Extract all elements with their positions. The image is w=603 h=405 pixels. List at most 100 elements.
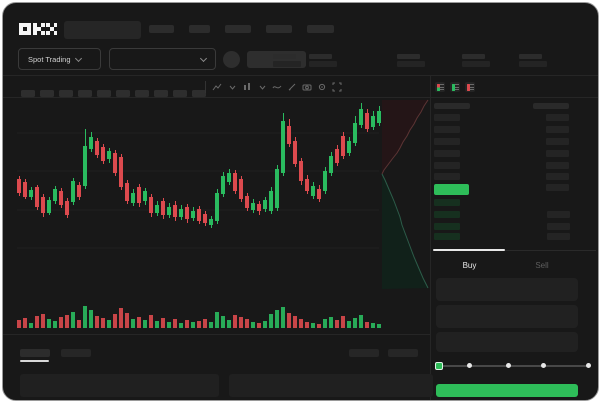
depth-asks-line [381,99,429,175]
bottom-tab-orders[interactable] [20,349,50,357]
amount-slider-track[interactable] [439,365,588,367]
pair-selector-dropdown[interactable] [109,48,216,70]
bid-price-placeholder[interactable] [434,211,460,218]
ask-price-placeholder[interactable] [434,138,460,145]
ask-price-placeholder[interactable] [434,162,460,169]
fullscreen-icon[interactable] [331,81,342,92]
nav-item[interactable] [149,25,174,33]
search-input[interactable] [64,21,141,39]
nav-item[interactable] [307,25,334,33]
ask-price-placeholder[interactable] [434,173,460,180]
volume-bar [203,319,207,328]
stat-value-placeholder [519,61,547,67]
book-bids-icon[interactable] [450,82,460,92]
volume-bar [221,316,225,328]
volume-bar [53,321,57,328]
candle-body [167,207,171,215]
okx-logo[interactable] [19,23,57,36]
order-input-field[interactable] [436,332,578,352]
timeframe-button[interactable] [21,90,35,97]
nav-item[interactable] [189,25,210,33]
order-input-field[interactable] [436,278,578,301]
slider-stop[interactable] [467,363,472,368]
tab-sell[interactable]: Sell [506,255,578,273]
chevron-down-icon[interactable] [256,81,267,92]
ticker-stat [519,54,547,67]
volume-bar [65,315,69,328]
candle-body [143,191,147,201]
orderbook-col-header-amount [533,103,569,109]
volume-bar [341,316,345,328]
nav-item[interactable] [225,25,251,33]
bid-amount-placeholder [547,223,570,230]
settings-icon[interactable] [316,81,327,92]
bottom-panel-placeholder [20,374,219,397]
market-type-selector[interactable]: Spot Trading [18,48,101,70]
submit-order-button[interactable] [436,384,578,397]
candle-body [293,141,297,164]
bottom-right-link-1[interactable] [349,349,379,357]
bottom-tab-active-underline [20,360,49,362]
chevron-down-icon[interactable] [226,81,237,92]
bottom-tab-history[interactable] [61,349,91,357]
volume-bar [191,322,195,328]
timeframe-button[interactable] [97,90,111,97]
slider-stop[interactable] [586,363,591,368]
indicator-icon[interactable] [211,81,222,92]
candle-body [41,197,45,213]
volume-bar [23,318,27,328]
slider-stop[interactable] [506,363,511,368]
book-combined-icon[interactable] [435,82,445,92]
line-tool-icon[interactable] [271,81,282,92]
volume-bar [323,319,327,328]
order-input-field[interactable] [436,305,578,328]
timeframe-button[interactable] [40,90,54,97]
depth-bids-line [381,173,429,289]
bid-price-placeholder[interactable] [434,233,460,240]
timeframe-button[interactable] [192,90,206,97]
candle-body [185,207,189,219]
volume-bar [71,312,75,328]
tab-buy[interactable]: Buy [433,255,506,273]
book-asks-icon[interactable] [465,82,475,92]
volume-bar [149,315,153,328]
timeframe-button[interactable] [154,90,168,97]
timeframe-button[interactable] [173,90,187,97]
bid-amount-placeholder [547,233,570,240]
candle-body [53,189,57,201]
ask-price-placeholder[interactable] [434,150,460,157]
volume-bar [299,319,303,328]
draw-icon[interactable] [286,81,297,92]
bid-price-placeholder[interactable] [434,223,460,230]
ask-price-placeholder[interactable] [434,126,460,133]
volume-bar [227,320,231,328]
slider-handle[interactable] [435,362,443,370]
candle-body [179,209,183,217]
timeframe-button[interactable] [135,90,149,97]
last-price-bar[interactable] [434,184,469,195]
bottom-right-link-2[interactable] [388,349,418,357]
candle-body [359,109,363,125]
slider-stop[interactable] [541,363,546,368]
ticker-stat [273,54,301,67]
timeframe-button[interactable] [78,90,92,97]
market-type-label: Spot Trading [28,54,71,64]
bid-price-placeholder[interactable] [434,199,460,206]
candle-body [95,141,99,155]
volume-bar [209,322,213,328]
candlestick-chart[interactable] [3,3,599,401]
camera-icon[interactable] [301,81,312,92]
timeframe-button[interactable] [116,90,130,97]
volume-bar [59,317,63,328]
ask-price-placeholder[interactable] [434,114,460,121]
main-nav [149,25,334,33]
candle-body [311,186,315,196]
stat-value-placeholder [397,61,425,67]
volume-bar [329,317,333,328]
nav-item[interactable] [266,25,292,33]
display-style-icon[interactable] [241,81,252,92]
candle-body [119,157,123,187]
timeframe-button[interactable] [59,90,73,97]
candle-body [371,116,375,127]
